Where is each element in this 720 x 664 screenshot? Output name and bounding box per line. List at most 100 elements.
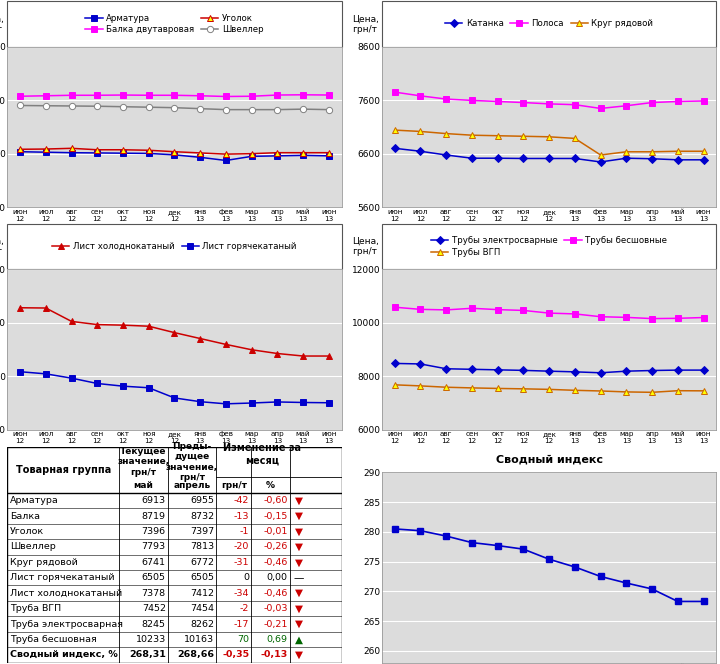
Text: 0: 0 — [243, 573, 249, 582]
Швеллер — [16, 102, 24, 110]
Катанка — [519, 155, 528, 163]
Лист горячекатаный — [170, 394, 179, 402]
Text: Труба бесшовная: Труба бесшовная — [10, 635, 96, 644]
Text: ▼: ▼ — [295, 604, 303, 614]
Лист холоднокатаный — [67, 317, 76, 325]
Трубы бесшовные — [570, 310, 579, 318]
Line: Трубы электросварные: Трубы электросварные — [392, 361, 706, 376]
Катанка — [673, 156, 682, 164]
Text: -1: -1 — [240, 527, 249, 536]
Катанка — [570, 155, 579, 163]
Уголок — [67, 144, 76, 152]
Уголок — [248, 149, 256, 157]
Трубы электросварные — [648, 367, 657, 374]
Арматура — [16, 147, 24, 155]
Полоса — [519, 98, 528, 106]
Полоса — [570, 101, 579, 109]
Лист холоднокатаный — [42, 304, 50, 312]
Полоса — [493, 98, 502, 106]
Швеллер — [42, 102, 50, 110]
Трубы ВГП — [622, 388, 631, 396]
Text: 8262: 8262 — [190, 620, 215, 629]
Трубы ВГП — [673, 386, 682, 394]
Text: -0,01: -0,01 — [264, 527, 288, 536]
Арматура — [273, 152, 282, 160]
Text: Цена,
грн/т: Цена, грн/т — [351, 14, 379, 34]
Text: Круг рядовой: Круг рядовой — [10, 558, 78, 567]
Круг рядовой — [467, 131, 476, 139]
Text: Текущее
значение,
грн/т: Текущее значение, грн/т — [117, 447, 170, 477]
Арматура — [196, 153, 204, 161]
Катанка — [467, 154, 476, 162]
Катанка — [416, 147, 425, 155]
Text: 6955: 6955 — [190, 496, 215, 505]
Text: Труба электросварная: Труба электросварная — [10, 620, 123, 629]
Трубы электросварные — [596, 369, 605, 376]
Text: 6772: 6772 — [190, 558, 215, 567]
Text: 8245: 8245 — [142, 620, 166, 629]
Трубы бесшовные — [390, 303, 399, 311]
Лист горячекатаный — [325, 399, 333, 407]
Трубы электросварные — [493, 366, 502, 374]
Text: 268,31: 268,31 — [129, 651, 166, 659]
Балка двутавровая — [93, 91, 102, 99]
Полоса — [390, 88, 399, 96]
Полоса — [416, 92, 425, 100]
Трубы бесшовные — [673, 314, 682, 322]
Круг рядовой — [596, 151, 605, 159]
Text: Изменение за
месяц: Изменение за месяц — [223, 444, 301, 465]
Круг рядовой — [673, 147, 682, 155]
Text: -0,60: -0,60 — [264, 496, 288, 505]
Text: -0,21: -0,21 — [264, 620, 288, 629]
Text: -0,15: -0,15 — [264, 511, 288, 521]
Круг рядовой — [570, 134, 579, 142]
Лист холоднокатаный — [273, 349, 282, 357]
Балка двутавровая — [170, 91, 179, 99]
Катанка — [493, 154, 502, 162]
Text: 6505: 6505 — [190, 573, 215, 582]
Text: -31: -31 — [234, 558, 249, 567]
Line: Лист горячекатаный: Лист горячекатаный — [17, 369, 332, 407]
Трубы электросварные — [467, 365, 476, 373]
Line: Уголок: Уголок — [17, 145, 332, 157]
Уголок — [16, 145, 24, 153]
Швеллер — [248, 106, 256, 114]
Арматура — [299, 151, 307, 159]
Арматура — [170, 151, 179, 159]
Швеллер — [93, 102, 102, 110]
Text: ▼: ▼ — [295, 495, 303, 505]
Legend: Лист холоднокатаный, Лист горячекатаный: Лист холоднокатаный, Лист горячекатаный — [50, 240, 300, 254]
Text: Швеллер: Швеллер — [10, 542, 55, 551]
Арматура — [93, 149, 102, 157]
Трубы бесшовные — [648, 315, 657, 323]
Text: Сводный индекс, %: Сводный индекс, % — [10, 651, 117, 659]
Text: -0,46: -0,46 — [264, 589, 288, 598]
Швеллер — [170, 104, 179, 112]
Балка двутавровая — [42, 92, 50, 100]
Text: 7793: 7793 — [142, 542, 166, 551]
Text: 6741: 6741 — [142, 558, 166, 567]
Text: ▲: ▲ — [295, 635, 303, 645]
Text: -0,13: -0,13 — [261, 651, 288, 659]
Лист холоднокатаный — [325, 352, 333, 360]
FancyBboxPatch shape — [7, 224, 342, 269]
Лист горячекатаный — [67, 374, 76, 382]
Трубы электросварные — [416, 360, 425, 368]
Уголок — [325, 149, 333, 157]
Арматура — [325, 152, 333, 160]
Трубы бесшовные — [545, 309, 554, 317]
Text: ▼: ▼ — [295, 542, 303, 552]
Text: 10233: 10233 — [135, 635, 166, 644]
Text: 7397: 7397 — [190, 527, 215, 536]
FancyBboxPatch shape — [7, 1, 342, 46]
Text: ▼: ▼ — [295, 511, 303, 521]
Катанка — [596, 158, 605, 166]
Круг рядовой — [699, 147, 708, 155]
Трубы бесшовные — [699, 313, 708, 321]
Трубы бесшовные — [442, 306, 451, 314]
Line: Арматура: Арматура — [17, 149, 332, 163]
Балка двутавровая — [273, 91, 282, 99]
Швеллер — [145, 103, 153, 111]
Трубы электросварные — [519, 367, 528, 374]
Балка двутавровая — [248, 92, 256, 100]
